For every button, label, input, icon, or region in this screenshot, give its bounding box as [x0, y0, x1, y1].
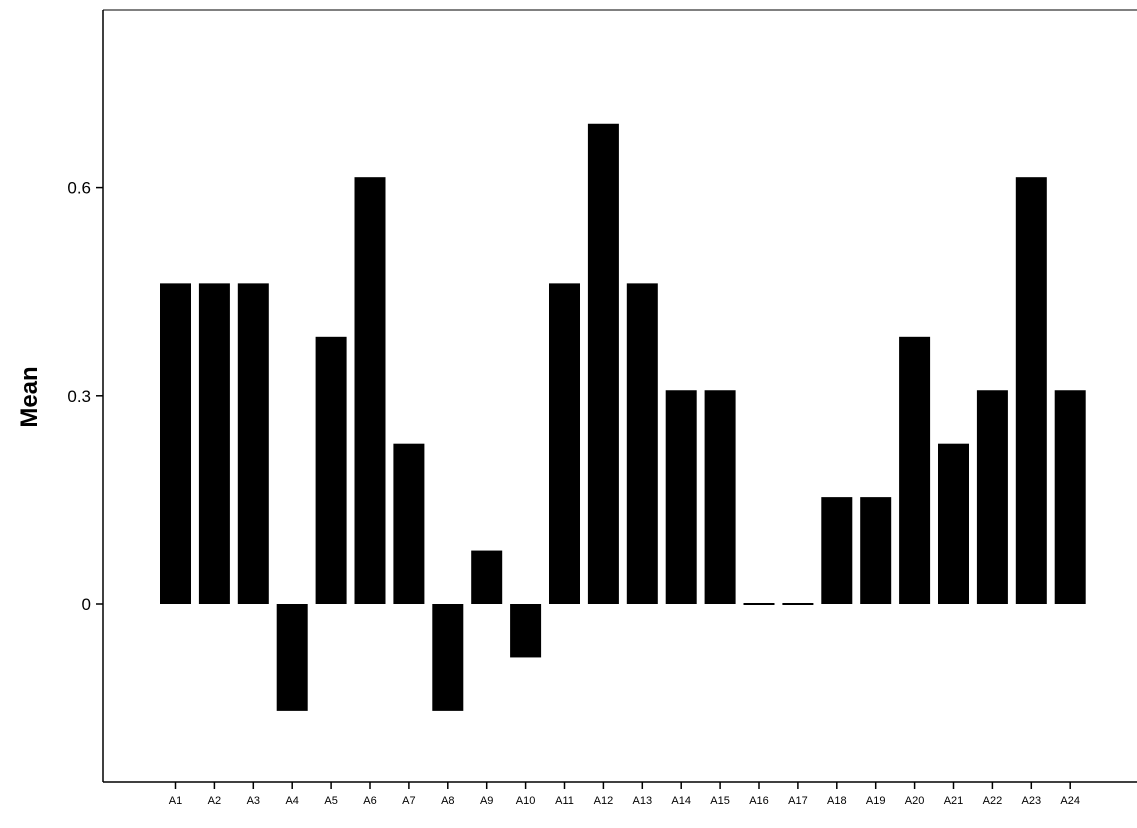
x-tick-label: A10 — [516, 795, 536, 807]
x-tick-label: A18 — [827, 795, 847, 807]
x-tick-label: A3 — [247, 795, 260, 807]
x-tick-label: A20 — [905, 795, 925, 807]
x-tick-label: A12 — [594, 795, 614, 807]
y-axis-title: Mean — [16, 366, 43, 427]
x-tick-label: A2 — [208, 795, 221, 807]
bar-A14 — [665, 390, 697, 604]
bar-A21 — [938, 443, 969, 604]
bar-A16 — [743, 603, 775, 605]
x-tick-label: A15 — [710, 795, 730, 807]
bar-A23 — [1015, 177, 1047, 604]
bar-A2 — [198, 283, 230, 604]
x-tick-label: A4 — [285, 795, 298, 807]
bar-A20 — [899, 336, 931, 604]
y-tick-label: 0.3 — [67, 387, 91, 406]
x-tick-label: A17 — [788, 795, 808, 807]
bar-series — [160, 123, 1086, 711]
x-tick-label: A1 — [169, 795, 182, 807]
bar-A5 — [315, 336, 347, 604]
x-tick-label: A24 — [1060, 795, 1080, 807]
x-tick-label: A22 — [983, 795, 1003, 807]
x-tick-label: A9 — [480, 795, 493, 807]
y-tick-label: 0 — [82, 595, 91, 614]
bar-A13 — [626, 283, 658, 604]
x-tick-label: A6 — [363, 795, 376, 807]
bar-A15 — [704, 390, 736, 604]
bar-A9 — [471, 550, 503, 604]
bar-A17 — [782, 603, 814, 605]
bar-A3 — [237, 283, 269, 604]
x-tick-label: A11 — [555, 795, 574, 807]
bar-A6 — [354, 177, 386, 604]
bar-A22 — [976, 390, 1008, 604]
x-tick-label: A8 — [441, 795, 454, 807]
x-tick-label: A23 — [1022, 795, 1042, 807]
x-tick-label: A5 — [324, 795, 337, 807]
bar-A1 — [160, 283, 191, 604]
bar-A8 — [432, 604, 464, 711]
bar-A4 — [276, 604, 308, 711]
x-tick-label: A7 — [402, 795, 415, 807]
bar-A18 — [821, 497, 853, 604]
x-tick-label: A21 — [944, 795, 964, 807]
bar-A19 — [860, 497, 892, 604]
x-axis-ticks: A1 A2 A3 A4 A5 A6 A7 A8 A9 A10 A11 A12 A13 A14 A15 A16 A… — [169, 782, 1080, 807]
bar-A12 — [587, 123, 619, 604]
x-tick-label: A16 — [749, 795, 769, 807]
bar-A11 — [549, 283, 580, 604]
x-tick-label: A13 — [633, 795, 653, 807]
y-axis-ticks: 0 0.3 0.6 — [67, 179, 103, 614]
x-tick-label: A14 — [671, 795, 691, 807]
bar-A10 — [510, 604, 542, 658]
y-tick-label: 0.6 — [67, 179, 91, 198]
bar-A24 — [1054, 390, 1086, 604]
bar-A7 — [393, 443, 425, 604]
x-tick-label: A19 — [866, 795, 886, 807]
